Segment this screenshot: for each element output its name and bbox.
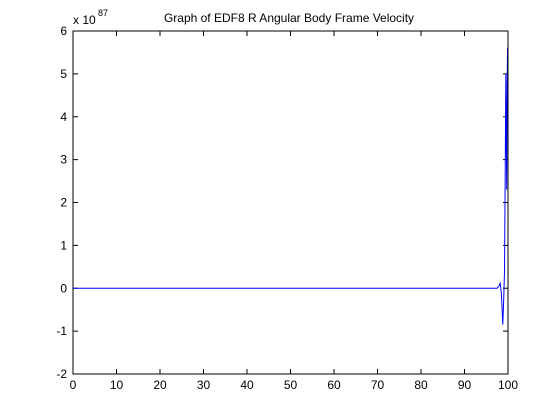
y-multiplier-base: x 10 xyxy=(73,13,96,27)
x-tick-label: 60 xyxy=(327,378,341,392)
x-tick-label: 90 xyxy=(458,378,472,392)
y-tick-label: 6 xyxy=(60,24,67,38)
y-tick-label: 4 xyxy=(60,110,67,124)
x-tick-label: 10 xyxy=(110,378,124,392)
y-tick-label: 2 xyxy=(60,196,67,210)
y-tick-label: 0 xyxy=(60,281,67,295)
plot-area xyxy=(73,31,508,374)
x-tick-label: 20 xyxy=(153,378,167,392)
y-tick-label: 5 xyxy=(60,67,67,81)
x-tick-label: 80 xyxy=(414,378,428,392)
chart-title: Graph of EDF8 R Angular Body Frame Veloc… xyxy=(164,11,414,25)
x-tick-label: 30 xyxy=(197,378,211,392)
x-tick-label: 0 xyxy=(70,378,77,392)
x-tick-label: 40 xyxy=(240,378,254,392)
y-tick-label: -2 xyxy=(56,367,67,381)
x-tick-label: 50 xyxy=(284,378,298,392)
y-multiplier-exponent: 87 xyxy=(98,8,108,18)
x-tick-label: 100 xyxy=(498,378,518,392)
y-tick-label: 1 xyxy=(60,238,67,252)
x-tick-label: 70 xyxy=(371,378,385,392)
chart-marks: 0 10 20 30 40 50 60 70 80 90 100 -2 -1 0 1 2 3 4 5 6 xyxy=(56,24,518,392)
y-tick-label: -1 xyxy=(56,324,67,338)
y-tick-label: 3 xyxy=(60,153,67,167)
